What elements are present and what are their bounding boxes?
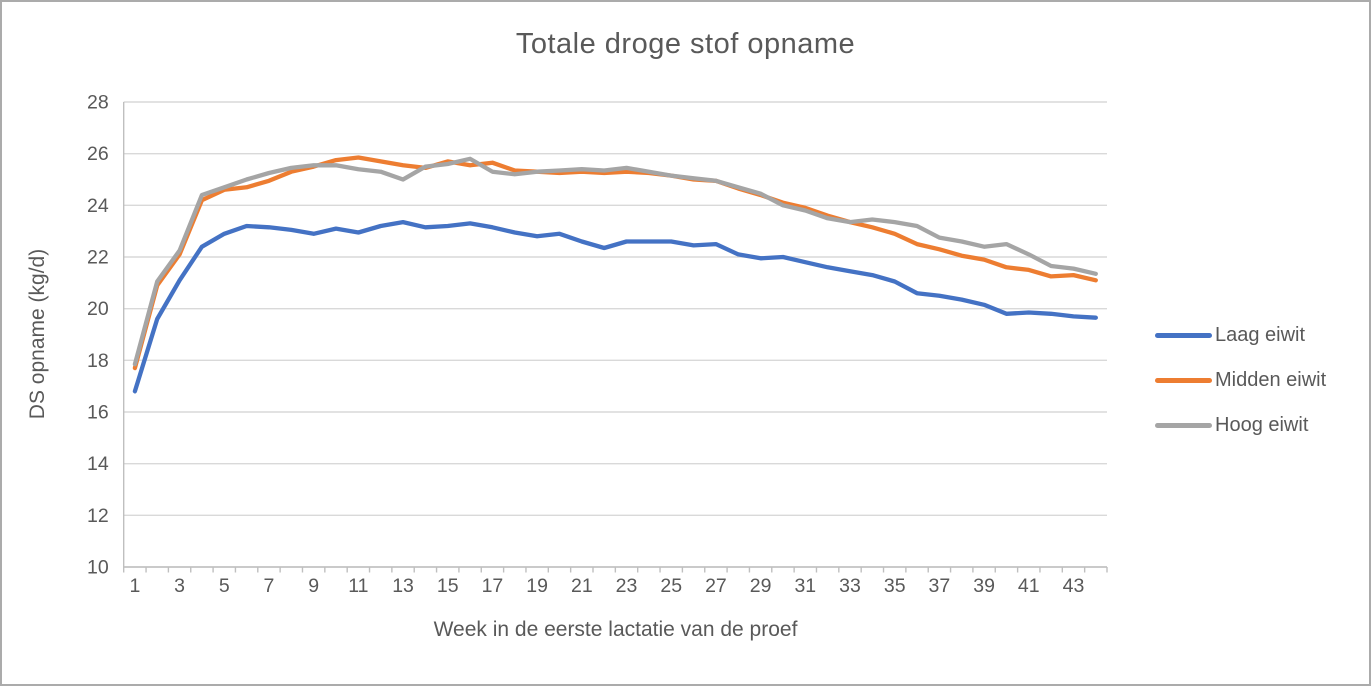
- x-tick-label: 33: [839, 575, 861, 597]
- y-tick-label: 16: [87, 402, 109, 424]
- y-tick-label: 22: [87, 247, 109, 269]
- series-line-hoog-eiwit: [132, 156, 1098, 367]
- legend-item-hoog-eiwit: Hoog eiwit: [1155, 403, 1326, 448]
- x-tick-label: 21: [571, 575, 593, 597]
- series-line-midden-eiwit: [132, 155, 1098, 371]
- x-tick-label: 13: [392, 575, 414, 597]
- y-tick-label: 14: [87, 453, 109, 475]
- legend-label-hoog-eiwit: Hoog eiwit: [1215, 414, 1309, 436]
- y-tick-labels: 10 12 14 16 18 20 22 24 26 28: [87, 92, 109, 579]
- x-tick-label: 17: [482, 575, 504, 597]
- x-tick-label: 23: [616, 575, 638, 597]
- legend-swatch-hoog-eiwit: [1155, 423, 1212, 428]
- y-tick-label: 12: [87, 505, 109, 527]
- axes: [122, 102, 1108, 573]
- series-line-laag-eiwit: [132, 219, 1098, 394]
- x-tick-label: 25: [660, 575, 682, 597]
- y-tick-label: 10: [87, 557, 109, 579]
- legend-label-midden-eiwit: Midden eiwit: [1215, 369, 1327, 391]
- y-tick-label: 18: [87, 350, 109, 372]
- y-axis-title: DS opname (kg/d): [26, 248, 49, 420]
- x-tick-label: 29: [750, 575, 772, 597]
- legend: Laag eiwit Midden eiwit Hoog eiwit: [1155, 313, 1326, 448]
- x-tick-label: 43: [1063, 575, 1085, 597]
- x-tick-label: 3: [174, 575, 185, 597]
- chart-title: Totale droge stof opname: [515, 28, 856, 60]
- legend-label-laag-eiwit: Laag eiwit: [1215, 324, 1306, 346]
- x-tick-label: 1: [129, 575, 140, 597]
- x-tick-label: 9: [308, 575, 319, 597]
- x-tick-label: 7: [264, 575, 275, 597]
- y-tick-label: 28: [87, 92, 109, 114]
- x-tick-label: 19: [526, 575, 548, 597]
- x-tick-labels: 1 3 5 7 9 11 13 15 17 19 21 23 25 27 29 31 33 35 37 39 41 43: [129, 575, 1084, 597]
- legend-item-midden-eiwit: Midden eiwit: [1155, 358, 1326, 403]
- x-tick-label: 39: [973, 575, 995, 597]
- y-tick-label: 20: [87, 298, 109, 320]
- legend-swatch-midden-eiwit: [1155, 378, 1212, 383]
- x-tick-label: 31: [794, 575, 816, 597]
- x-tick-label: 15: [437, 575, 459, 597]
- x-tick-label: 27: [705, 575, 727, 597]
- x-tick-label: 35: [884, 575, 906, 597]
- legend-item-laag-eiwit: Laag eiwit: [1155, 313, 1326, 358]
- legend-swatch-laag-eiwit: [1155, 333, 1212, 338]
- x-tick-label: 11: [348, 575, 368, 597]
- x-tick-label: 41: [1018, 575, 1040, 597]
- y-tick-label: 24: [87, 195, 109, 217]
- x-tick-label: 5: [219, 575, 230, 597]
- y-tick-label: 26: [87, 143, 109, 165]
- x-tick-label: 37: [929, 575, 951, 597]
- x-axis-title: Week in de eerste lactatie van de proef: [433, 618, 798, 641]
- gridlines: [123, 101, 1107, 568]
